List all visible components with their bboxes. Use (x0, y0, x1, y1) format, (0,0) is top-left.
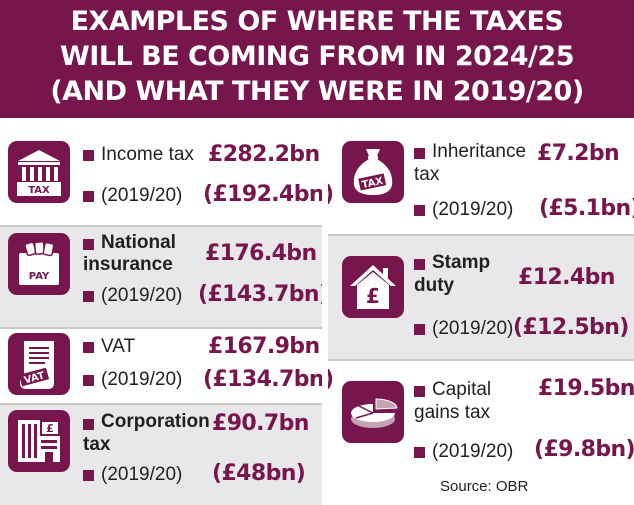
tax-item-vat: VAT VAT £167.9bn (2019/20) (£134.7bn) (0, 329, 334, 403)
tax-icon-text: TAX (28, 185, 50, 196)
tax-item-inheritance-tax: TAX Inheritance tax £7.2bn (2019/20) (£5… (328, 127, 634, 234)
item-value-2024: £167.9bn (208, 334, 320, 359)
bullet (83, 470, 94, 481)
item-prev-label: (2019/20) (101, 464, 183, 485)
item-value-2024: £7.2bn (537, 141, 620, 166)
item-value-2019: (£9.8bn) (534, 437, 634, 462)
item-label: Inheritance (432, 141, 527, 162)
bullet (83, 150, 94, 161)
house-pound-icon: £ (342, 256, 404, 318)
header-title-line-3: (AND WHAT THEY WERE IN 2019/20) (50, 76, 584, 107)
bullet (83, 342, 94, 353)
source-credit: Source: OBR (440, 478, 529, 495)
item-label: VAT (101, 336, 136, 357)
bullet (414, 324, 425, 335)
bullet (414, 148, 425, 159)
tax-item-national-insurance: PAY National insurance £176.4bn (2019/20… (0, 227, 329, 327)
tax-building-icon: TAX (8, 141, 70, 203)
bullet (83, 419, 94, 430)
tax-item-stamp-duty: £ Stamp duty £12.4bn (2019/20) (£12.5bn) (328, 236, 634, 359)
bullet (414, 386, 425, 397)
header-title-line-1: EXAMPLES OF WHERE THE TAXES (70, 6, 564, 37)
bullet (83, 291, 94, 302)
item-value-2024: £12.4bn (518, 265, 615, 290)
item-label-line-2: duty (414, 275, 455, 296)
tax-bag-icon-text: TAX (361, 176, 385, 191)
pound-icon-text: £ (366, 284, 380, 308)
item-value-2019: (£143.7bn) (198, 282, 329, 307)
item-value-2019: (£192.4bn) (203, 182, 334, 207)
item-label: Corporation (101, 411, 210, 432)
item-value-2024: £282.2bn (208, 142, 320, 167)
item-prev-label: (2019/20) (101, 369, 183, 390)
item-value-2019: (£134.7bn) (203, 367, 334, 392)
item-value-2024: £176.4bn (205, 241, 317, 266)
item-label-line-2: tax (414, 164, 440, 185)
column-separator (322, 127, 328, 505)
item-prev-label: (2019/20) (432, 318, 514, 339)
bullet (83, 375, 94, 386)
item-prev-label: (2019/20) (101, 185, 183, 206)
item-value-2024: £90.7bn (212, 411, 309, 436)
bullet (414, 205, 425, 216)
divider (328, 359, 634, 361)
pie-chart-icon (342, 381, 404, 443)
header-title-line-2: WILL BE COMING FROM IN 2024/25 (60, 41, 574, 72)
item-prev-label: (2019/20) (432, 199, 514, 220)
divider (0, 225, 322, 227)
item-label: Stamp (432, 252, 491, 273)
tax-item-income-tax: TAX Income tax £282.2bn (2019/20) (£192.… (0, 127, 334, 224)
item-label-line-2: gains tax (414, 402, 491, 423)
tax-bag-icon: TAX (342, 141, 404, 203)
bullet (414, 259, 425, 270)
item-value-2024: £19.5bn (538, 376, 634, 401)
bullet (83, 239, 94, 250)
header-banner: EXAMPLES OF WHERE THE TAXES WILL BE COMI… (0, 0, 634, 118)
divider (0, 403, 322, 405)
left-column: TAX Income tax £282.2bn (2019/20) (£192.… (0, 127, 334, 505)
vat-scroll-icon: VAT (8, 333, 70, 395)
item-label-line-2: insurance (83, 254, 173, 275)
tax-item-capital-gains-tax: Capital gains tax £19.5bn (2019/20) (£9.… (328, 361, 634, 505)
item-prev-label: (2019/20) (432, 441, 514, 462)
right-column: TAX Inheritance tax £7.2bn (2019/20) (£5… (328, 127, 634, 505)
pay-slip-icon: PAY (8, 233, 70, 295)
divider (328, 234, 634, 236)
item-label: Income tax (101, 144, 194, 165)
tax-item-corporation-tax: £ Corporation tax £90.7bn (2019/20) (£48… (0, 405, 322, 505)
pound-icon-text: £ (46, 422, 54, 435)
item-label-line-2: tax (83, 434, 111, 455)
pay-icon-text: PAY (29, 271, 50, 282)
item-value-2019: (£12.5bn) (513, 315, 629, 340)
item-value-2019: (£5.1bn) (539, 196, 634, 221)
divider (0, 327, 322, 329)
bullet (83, 191, 94, 202)
vat-icon-text: VAT (23, 370, 46, 386)
corporation-building-icon: £ (8, 410, 70, 472)
item-value-2019: (£48bn) (212, 461, 306, 486)
item-label: National (101, 232, 176, 253)
bullet (414, 447, 425, 458)
item-prev-label: (2019/20) (101, 285, 183, 306)
item-label: Capital (432, 379, 492, 400)
